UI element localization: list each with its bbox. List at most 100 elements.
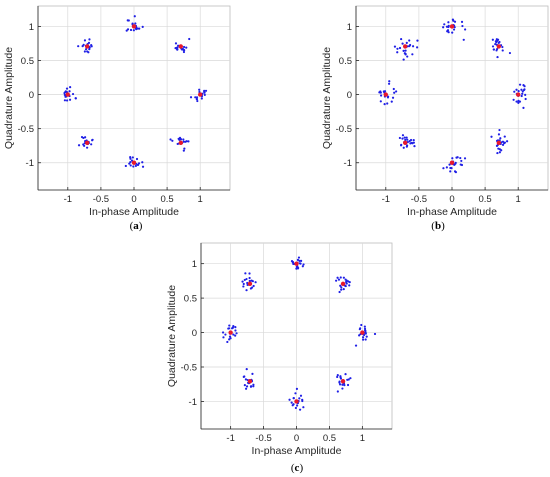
received-symbol-point — [300, 259, 303, 262]
x-tick-label: -0.5 — [255, 433, 271, 444]
received-symbol-point — [132, 29, 135, 32]
received-symbol-point — [169, 138, 172, 141]
received-symbol-point — [491, 45, 495, 48]
received-symbol-point — [296, 258, 300, 261]
received-symbol-point — [364, 331, 367, 334]
received-symbol-point — [446, 29, 450, 32]
x-axis-label: In-phase Amplitude — [252, 445, 342, 457]
received-symbol-point — [339, 284, 342, 287]
received-symbol-point — [68, 90, 71, 93]
received-symbol-point — [63, 93, 66, 96]
ideal-constellation-point — [198, 92, 203, 97]
x-tick-label: -1 — [64, 194, 72, 205]
received-symbol-point — [189, 96, 193, 99]
received-symbol-point — [188, 37, 191, 41]
received-symbol-point — [515, 100, 518, 103]
received-symbol-point — [126, 19, 129, 22]
x-axis-label: In-phase Amplitude — [407, 206, 497, 218]
ideal-constellation-point — [84, 44, 90, 49]
received-symbol-point — [505, 140, 509, 143]
received-symbol-point — [250, 279, 253, 282]
received-symbol-point — [347, 378, 350, 381]
received-symbol-point — [83, 144, 86, 147]
x-tick-label: -0.5 — [93, 194, 109, 205]
received-symbol-point — [517, 99, 520, 102]
received-symbol-point — [288, 398, 291, 401]
x-tick-label: 0.5 — [160, 194, 173, 205]
received-symbol-point — [221, 331, 225, 334]
received-symbol-point — [523, 88, 526, 91]
received-symbol-point — [87, 41, 91, 44]
received-symbol-point — [445, 25, 449, 28]
y-axis-label: Quadrature Amplitude — [3, 47, 15, 149]
received-symbol-point — [84, 48, 88, 51]
received-symbol-point — [232, 333, 235, 336]
received-symbol-point — [200, 97, 203, 100]
received-symbol-point — [492, 48, 495, 51]
received-symbol-point — [129, 161, 132, 164]
received-symbol-point — [252, 284, 255, 288]
ideal-constellation-point — [496, 140, 502, 145]
received-symbol-point — [520, 94, 523, 98]
received-symbol-point — [294, 392, 297, 395]
received-symbol-point — [463, 157, 467, 160]
received-symbol-point — [63, 99, 67, 102]
received-symbol-point — [448, 163, 451, 166]
received-symbol-point — [341, 387, 344, 390]
received-symbol-point — [298, 259, 301, 262]
received-symbol-point — [361, 338, 365, 341]
received-symbol-point — [358, 328, 361, 331]
ideal-constellation-point — [247, 379, 253, 384]
received-symbol-point — [176, 48, 179, 51]
received-symbol-point — [242, 375, 245, 378]
received-symbol-point — [244, 387, 248, 390]
received-symbol-point — [245, 277, 248, 281]
received-symbol-point — [337, 278, 341, 281]
received-symbol-point — [83, 39, 87, 42]
received-symbol-point — [443, 23, 446, 26]
received-symbol-point — [513, 90, 516, 93]
received-symbol-point — [227, 327, 231, 330]
x-tick-label: -0.5 — [411, 194, 427, 205]
received-symbol-point — [339, 276, 342, 279]
received-symbol-point — [405, 136, 408, 139]
received-symbol-point — [125, 29, 128, 32]
received-symbol-point — [491, 38, 494, 41]
received-symbol-point — [464, 28, 467, 31]
received-symbol-point — [198, 88, 201, 91]
received-symbol-point — [296, 404, 299, 407]
received-symbol-point — [339, 377, 343, 380]
received-symbol-point — [336, 276, 339, 279]
received-symbol-point — [235, 332, 238, 335]
received-symbol-point — [498, 148, 501, 151]
received-symbol-point — [454, 162, 457, 165]
received-symbol-point — [398, 46, 402, 50]
received-symbol-point — [399, 144, 403, 147]
y-tick-label: -0.5 — [181, 363, 197, 374]
received-symbol-point — [379, 90, 382, 93]
x-tick-label: 0 — [449, 194, 454, 205]
received-symbol-point — [90, 45, 93, 48]
received-symbol-point — [182, 138, 185, 141]
received-symbol-point — [403, 136, 406, 139]
ideal-constellation-point — [449, 160, 455, 165]
scatter-panel-a: -1 -0.5 0 0.5 1 -1 -0.5 0 0.5 1 In-phase Amplitude… — [3, 5, 231, 232]
received-symbol-point — [336, 375, 339, 379]
received-symbol-point — [452, 19, 455, 22]
received-symbol-point — [395, 90, 398, 93]
received-symbol-point — [512, 98, 515, 101]
received-symbol-point — [404, 49, 407, 52]
received-symbol-point — [494, 40, 497, 43]
received-symbol-point — [124, 164, 127, 168]
received-symbol-point — [447, 21, 450, 24]
received-symbol-point — [398, 136, 401, 140]
received-symbol-point — [171, 139, 174, 142]
panel-caption: (c) — [291, 462, 304, 474]
y-tick-label: 0.5 — [339, 56, 352, 67]
received-symbol-point — [290, 260, 294, 263]
received-symbol-point — [141, 161, 144, 164]
received-symbol-point — [231, 326, 235, 329]
received-symbol-point — [363, 325, 366, 328]
received-symbol-point — [77, 144, 81, 147]
received-symbol-point — [135, 28, 138, 31]
